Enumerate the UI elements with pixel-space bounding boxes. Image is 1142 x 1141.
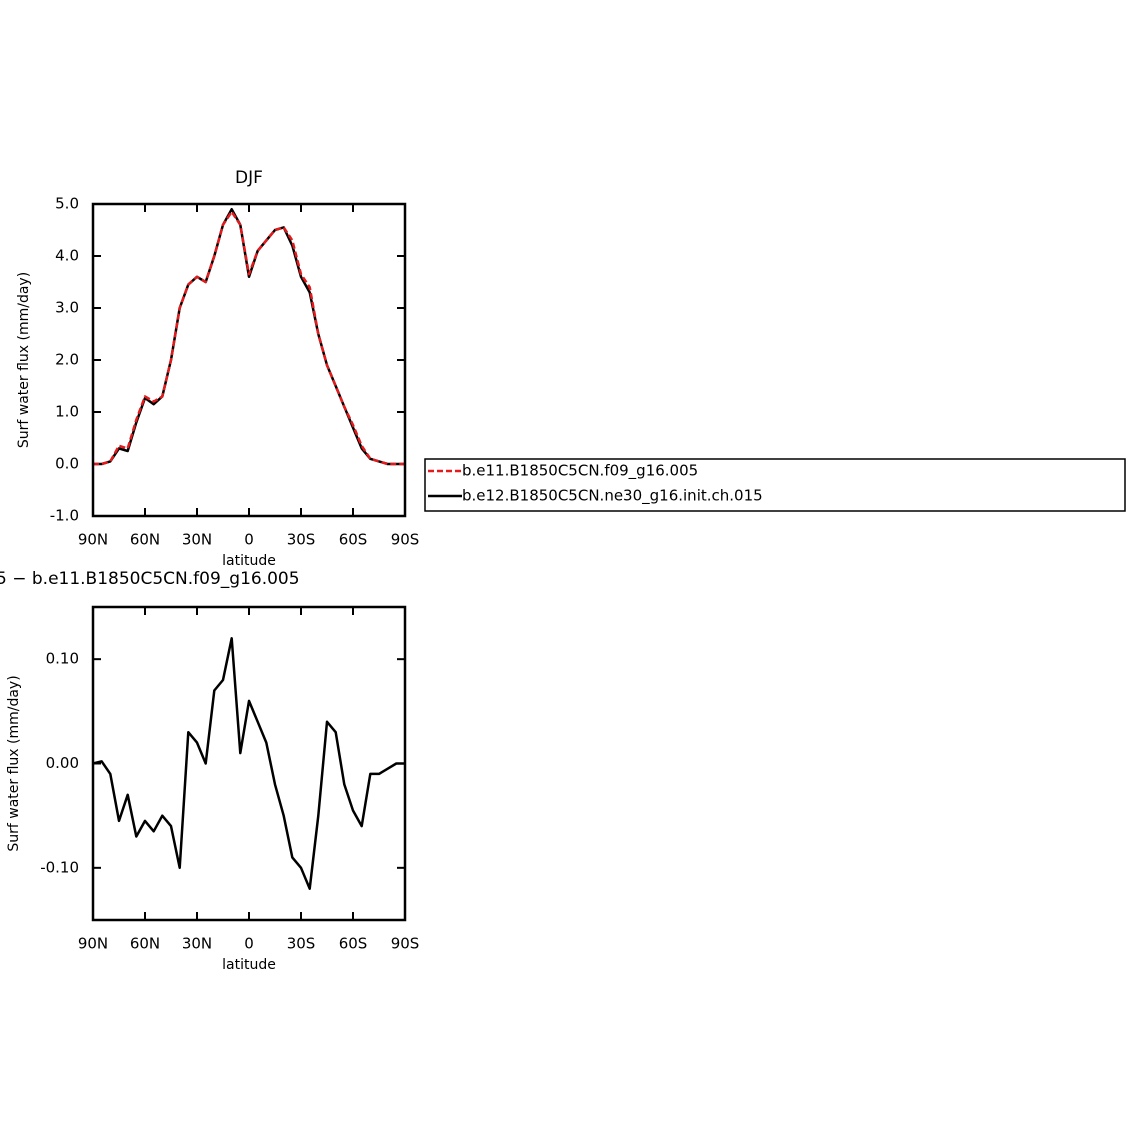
series-line [93, 210, 405, 466]
y-tick-label: 1.0 [55, 403, 79, 421]
y-tick-label: 2.0 [55, 351, 79, 369]
x-tick-label: 30N [182, 935, 212, 953]
y-tick-label: 4.0 [55, 247, 79, 265]
x-tick-label: 0 [244, 531, 254, 549]
y-tick-label: 3.0 [55, 299, 79, 317]
plot-frame [91, 605, 407, 922]
y-tick-label: -0.10 [40, 858, 79, 876]
x-tick-label: 90S [391, 935, 420, 953]
legend-label: b.e11.B1850C5CN.f09_g16.005 [462, 462, 698, 481]
x-tick-label: 0 [244, 935, 254, 953]
y-axis-label: Surf water flux (mm/day) [6, 675, 22, 851]
legend-label: b.e12.B1850C5CN.ne30_g16.init.ch.015 [462, 487, 763, 506]
x-tick-label: 60N [130, 531, 160, 549]
x-axis-label: latitude [222, 553, 276, 569]
y-tick-label: 5.0 [55, 195, 79, 213]
x-tick-label: 90S [391, 531, 420, 549]
y-axis-label: Surf water flux (mm/day) [16, 272, 32, 448]
legend-box [424, 458, 1126, 512]
plot-frame [91, 202, 407, 518]
x-tick-label: 90N [78, 531, 108, 549]
chart-title: 5 − b.e11.B1850C5CN.f09_g16.005 [0, 569, 300, 589]
x-tick-label: 60S [339, 531, 368, 549]
x-tick-label: 60N [130, 935, 160, 953]
chart-title: DJF [235, 168, 263, 188]
x-tick-label: 90N [78, 935, 108, 953]
x-axis-label: latitude [222, 957, 276, 973]
y-tick-label: -1.0 [50, 507, 79, 525]
x-tick-label: 30N [182, 531, 212, 549]
y-tick-label: 0.0 [55, 455, 79, 473]
x-tick-label: 30S [287, 531, 316, 549]
y-tick-label: 0.00 [46, 754, 79, 772]
x-tick-label: 60S [339, 935, 368, 953]
y-tick-label: 0.10 [46, 650, 79, 668]
series-line [92, 637, 405, 890]
x-tick-label: 30S [287, 935, 316, 953]
series-line [93, 207, 405, 466]
